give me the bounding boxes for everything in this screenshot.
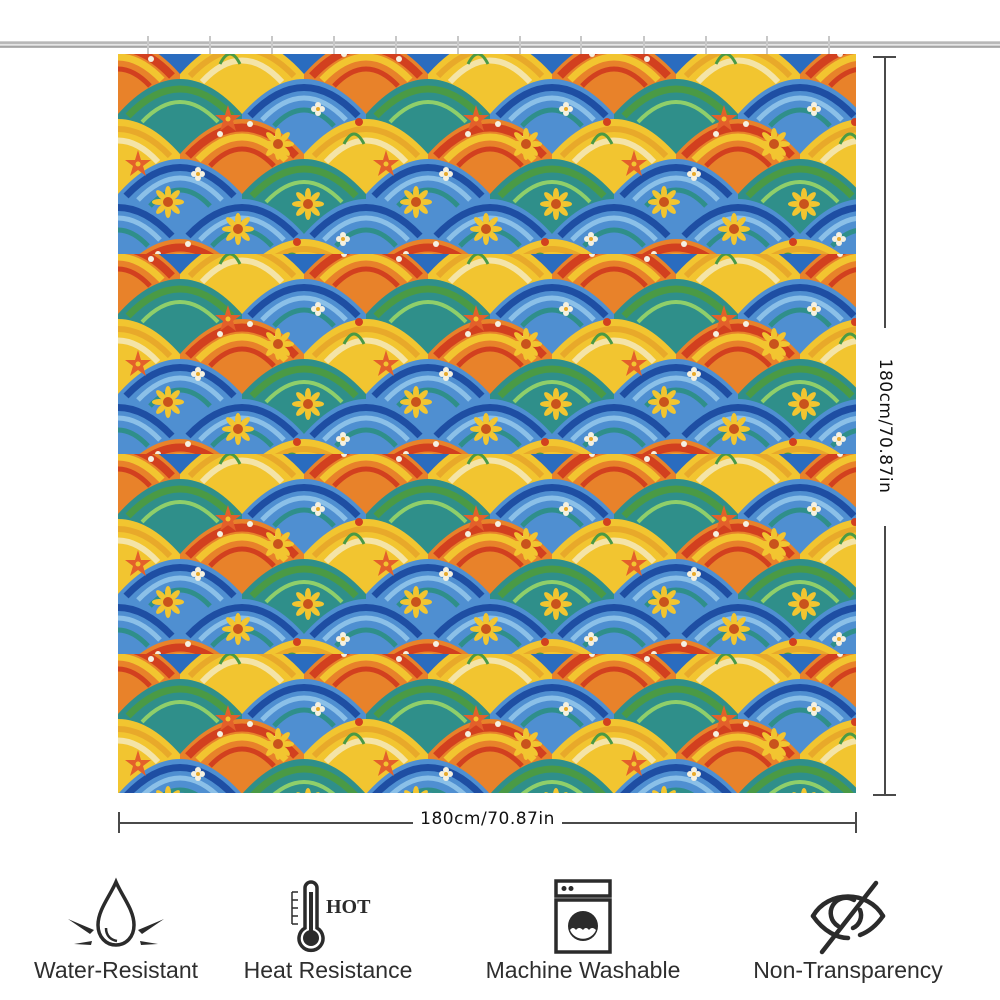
washing-machine-icon [554, 879, 612, 954]
dimension-tick-right [855, 812, 857, 833]
thermometer-hot-icon: HOT [291, 880, 371, 953]
eye-slash-icon [810, 880, 886, 955]
feature-label: Heat Resistance [243, 957, 413, 983]
dimension-line-upper [884, 56, 886, 328]
width-dimension: 180cm/70.87in [118, 809, 857, 833]
hot-text: HOT [326, 896, 371, 918]
feature-machine-washable: Machine Washable [486, 870, 680, 983]
height-dimension: 180cm/70.87in [873, 56, 896, 796]
shower-rod [0, 41, 1000, 48]
shower-curtain-pattern [118, 54, 856, 793]
dimension-cap-bottom [873, 794, 896, 796]
feature-heat-resistance: HOT Heat Resistance [244, 870, 412, 983]
height-label: 180cm/70.87in [875, 358, 895, 494]
feature-non-transparency: Non-Transparency [753, 870, 943, 983]
water-drop-icon [68, 877, 164, 947]
feature-water-resistant: Water-Resistant [34, 870, 198, 983]
width-label: 180cm/70.87in [413, 809, 562, 829]
feature-label: Water-Resistant [33, 957, 199, 983]
feature-label: Machine Washable [485, 957, 681, 983]
dimension-line-lower [884, 526, 886, 796]
feature-label: Non-Transparency [753, 957, 943, 983]
